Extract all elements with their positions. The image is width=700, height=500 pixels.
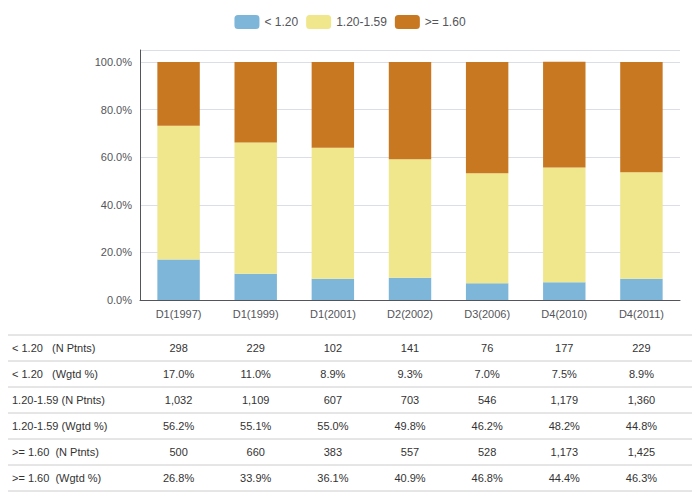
svg-text:102: 102 xyxy=(324,342,342,354)
svg-text:< 1.20: < 1.20 xyxy=(264,15,298,29)
svg-text:>= 1.60 (N Ptnts): >= 1.60 (N Ptnts) xyxy=(12,446,99,458)
svg-text:1,032: 1,032 xyxy=(165,394,193,406)
svg-text:36.1%: 36.1% xyxy=(317,472,348,484)
svg-text:< 1.20 (Wgtd %): < 1.20 (Wgtd %) xyxy=(12,368,98,380)
svg-text:660: 660 xyxy=(247,446,265,458)
svg-text:607: 607 xyxy=(324,394,342,406)
svg-text:D1(2001): D1(2001) xyxy=(310,308,356,320)
svg-text:55.0%: 55.0% xyxy=(317,420,348,432)
svg-text:1.20-1.59 (N Ptnts): 1.20-1.59 (N Ptnts) xyxy=(12,394,105,406)
svg-text:100.0%: 100.0% xyxy=(95,56,133,68)
svg-text:11.0%: 11.0% xyxy=(241,368,272,380)
svg-text:55.1%: 55.1% xyxy=(240,420,271,432)
svg-text:>= 1.60 (Wgtd %): >= 1.60 (Wgtd %) xyxy=(12,472,101,484)
svg-text:8.9%: 8.9% xyxy=(320,368,345,380)
svg-text:1,179: 1,179 xyxy=(551,394,579,406)
svg-text:229: 229 xyxy=(247,342,265,354)
svg-text:46.3%: 46.3% xyxy=(626,472,657,484)
svg-text:44.4%: 44.4% xyxy=(549,472,580,484)
svg-text:40.9%: 40.9% xyxy=(394,472,425,484)
svg-text:33.9%: 33.9% xyxy=(240,472,271,484)
svg-text:177: 177 xyxy=(555,342,573,354)
svg-text:528: 528 xyxy=(478,446,496,458)
svg-text:298: 298 xyxy=(169,342,187,354)
svg-text:1,360: 1,360 xyxy=(628,394,656,406)
svg-text:D3(2006): D3(2006) xyxy=(464,308,510,320)
svg-text:8.9%: 8.9% xyxy=(629,368,654,380)
svg-text:D1(1997): D1(1997) xyxy=(156,308,202,320)
svg-text:500: 500 xyxy=(169,446,187,458)
svg-text:D4(2010): D4(2010) xyxy=(541,308,587,320)
svg-text:9.3%: 9.3% xyxy=(397,368,422,380)
svg-text:1.20-1.59: 1.20-1.59 xyxy=(336,15,387,29)
svg-text:80.0%: 80.0% xyxy=(101,104,132,116)
svg-text:D2(2002): D2(2002) xyxy=(387,308,433,320)
svg-text:7.0%: 7.0% xyxy=(475,368,500,380)
svg-text:48.2%: 48.2% xyxy=(549,420,580,432)
svg-text:1,173: 1,173 xyxy=(551,446,579,458)
svg-text:141: 141 xyxy=(401,342,419,354)
svg-text:46.2%: 46.2% xyxy=(472,420,503,432)
svg-text:>= 1.60: >= 1.60 xyxy=(425,15,466,29)
svg-text:60.0%: 60.0% xyxy=(101,151,132,163)
svg-text:383: 383 xyxy=(324,446,342,458)
svg-text:546: 546 xyxy=(478,394,496,406)
svg-text:76: 76 xyxy=(481,342,493,354)
svg-text:20.0%: 20.0% xyxy=(101,246,132,258)
svg-text:0.0%: 0.0% xyxy=(107,294,132,306)
svg-text:7.5%: 7.5% xyxy=(552,368,577,380)
svg-text:557: 557 xyxy=(401,446,419,458)
svg-text:40.0%: 40.0% xyxy=(101,199,132,211)
svg-text:1.20-1.59 (Wgtd %): 1.20-1.59 (Wgtd %) xyxy=(12,420,107,432)
svg-text:46.8%: 46.8% xyxy=(472,472,503,484)
svg-text:1,425: 1,425 xyxy=(628,446,656,458)
svg-text:56.2%: 56.2% xyxy=(163,420,194,432)
svg-text:< 1.20 (N Ptnts): < 1.20 (N Ptnts) xyxy=(12,342,95,354)
svg-text:D1(1999): D1(1999) xyxy=(233,308,279,320)
svg-text:26.8%: 26.8% xyxy=(163,472,194,484)
svg-text:D4(2011): D4(2011) xyxy=(619,308,664,320)
svg-text:49.8%: 49.8% xyxy=(394,420,425,432)
svg-text:703: 703 xyxy=(401,394,419,406)
svg-text:1,109: 1,109 xyxy=(242,394,270,406)
svg-text:17.0%: 17.0% xyxy=(163,368,194,380)
svg-text:229: 229 xyxy=(632,342,650,354)
svg-text:44.8%: 44.8% xyxy=(626,420,657,432)
